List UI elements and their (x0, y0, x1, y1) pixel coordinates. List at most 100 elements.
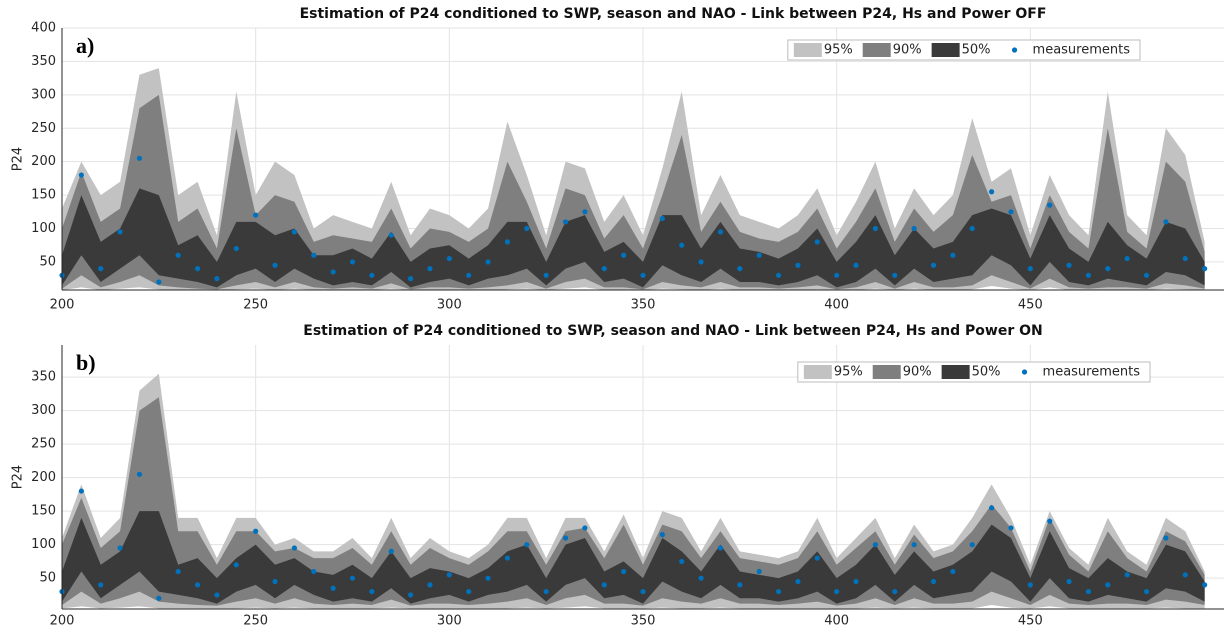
x-tick-label: 300 (437, 298, 462, 313)
measurement-point (408, 276, 414, 282)
measurement-point (853, 262, 859, 268)
measurement-point (1105, 266, 1111, 272)
y-tick-label: 350 (31, 54, 56, 69)
legend: 95% 90% 50% measurements (787, 39, 1141, 61)
measurement-point (446, 572, 452, 578)
measurement-point (485, 575, 491, 581)
y-tick-label: 100 (31, 537, 56, 552)
y-tick-label: 50 (39, 571, 56, 586)
measurement-point (524, 225, 530, 232)
measurement-point (233, 562, 239, 568)
y-tick-label: 250 (31, 121, 56, 136)
measurement-point (272, 262, 278, 268)
legend-label: 90% (893, 43, 922, 58)
measurement-point (814, 555, 820, 561)
measurement-point (1008, 525, 1014, 531)
y-tick-label: 100 (31, 221, 56, 236)
measurement-point (659, 532, 665, 538)
measurement-point (78, 172, 84, 178)
measurement-point (1027, 582, 1033, 588)
measurement-point (1182, 255, 1188, 262)
y-tick-label: 200 (31, 154, 56, 169)
measurement-point (504, 555, 511, 561)
y-tick-label: 150 (31, 504, 56, 519)
measurement-point (1047, 518, 1053, 524)
x-tick-label: 350 (631, 298, 656, 313)
x-tick-label: 250 (243, 614, 268, 629)
measurement-point (1085, 588, 1092, 595)
legend-label: 50% (962, 43, 991, 58)
measurement-point (892, 272, 898, 278)
measurement-point (621, 568, 627, 575)
measurement-point (1085, 272, 1092, 278)
measurement-point (388, 548, 394, 554)
measurement-point (775, 588, 782, 595)
band (62, 397, 1205, 606)
measurement-point (175, 568, 181, 575)
measurement-point (543, 272, 549, 278)
measurement-point (1066, 578, 1072, 585)
measurement-point (272, 578, 278, 585)
legend-swatch (931, 43, 960, 57)
measurement-point (408, 592, 414, 598)
measurement-point (1163, 535, 1169, 541)
measurement-point (834, 272, 840, 278)
measurement-point (1066, 262, 1072, 268)
measurement-point (737, 266, 743, 272)
measurement-point (330, 269, 336, 275)
chart-title: Estimation of P24 conditioned to SWP, se… (303, 323, 1042, 339)
measurement-point (214, 276, 220, 282)
measurement-point (233, 245, 239, 252)
measurement-point (698, 259, 704, 265)
measurement-point (737, 582, 743, 588)
legend-swatch (862, 43, 891, 57)
y-tick-label: 350 (31, 370, 56, 385)
measurement-point (349, 575, 356, 581)
measurement-point (950, 252, 956, 258)
measurement-point (969, 542, 975, 548)
measurement-point (136, 471, 143, 477)
legend-marker (1021, 369, 1028, 375)
measurement-point (194, 582, 201, 588)
measurement-point (369, 588, 375, 595)
y-tick-label: 250 (31, 437, 56, 452)
legend-marker (1011, 47, 1018, 53)
measurement-point (911, 225, 917, 232)
measurement-point (621, 252, 627, 258)
measurement-point (795, 578, 801, 585)
measurement-point (775, 272, 782, 278)
y-tick-label: 50 (39, 254, 56, 269)
measurement-point (349, 259, 356, 265)
measurement-point (311, 568, 317, 575)
measurement-point (98, 582, 104, 588)
measurement-point (582, 525, 588, 531)
measurement-point (253, 528, 259, 534)
measurement-point (214, 592, 220, 598)
measurement-point (524, 542, 530, 548)
measurement-point (1202, 266, 1208, 272)
measurement-point (582, 209, 588, 215)
measurement-point (253, 212, 259, 218)
x-tick-label: 200 (50, 614, 75, 629)
legend-label: 90% (903, 365, 932, 380)
measurement-point (989, 505, 995, 511)
measurement-point (466, 272, 472, 278)
y-tick-label: 300 (31, 87, 56, 102)
measurement-point (1163, 219, 1169, 225)
legend-label: 95% (834, 365, 863, 380)
measurement-point (1124, 255, 1130, 262)
legend-label: 95% (824, 43, 853, 58)
legend-swatch (803, 365, 832, 379)
measurement-point (834, 588, 840, 595)
measurement-point (427, 266, 433, 272)
measurement-point (369, 272, 375, 278)
y-axis-label: P24 (11, 147, 26, 171)
measurement-point (485, 259, 491, 265)
measurement-point (175, 252, 181, 258)
measurement-point (1182, 572, 1188, 578)
measurement-point (466, 588, 472, 595)
measurement-point (1143, 272, 1150, 278)
measurement-point (311, 252, 317, 258)
y-axis-label: P24 (11, 465, 26, 489)
measurement-point (930, 262, 937, 268)
